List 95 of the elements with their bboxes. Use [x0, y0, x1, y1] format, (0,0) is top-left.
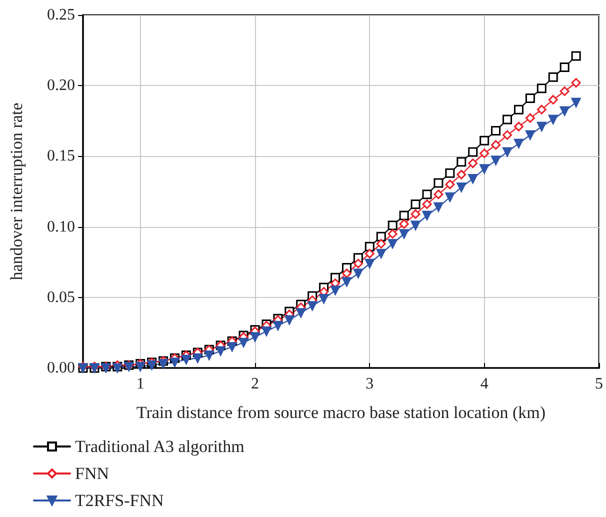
point	[468, 147, 478, 157]
point	[376, 238, 386, 248]
point	[410, 209, 420, 219]
point	[388, 220, 398, 230]
point	[445, 180, 455, 190]
point	[434, 202, 444, 212]
point	[330, 286, 340, 296]
point	[296, 308, 306, 318]
point	[238, 338, 248, 348]
point	[158, 359, 168, 369]
point	[456, 170, 466, 180]
point	[422, 210, 432, 220]
point	[502, 147, 512, 157]
point	[399, 219, 409, 229]
point	[514, 138, 524, 148]
legend-label: FNN	[75, 464, 110, 483]
point	[250, 332, 260, 342]
point	[491, 126, 501, 136]
point	[468, 158, 478, 168]
point	[273, 320, 283, 330]
point	[284, 315, 294, 325]
y-axis-title: handover interruption rate	[7, 102, 26, 280]
x-tick-label: 5	[595, 376, 603, 392]
point	[491, 156, 501, 166]
point	[525, 94, 535, 104]
point	[480, 164, 490, 174]
point	[364, 258, 374, 268]
point	[480, 136, 490, 146]
point	[170, 358, 180, 368]
x-tick-label: 4	[480, 376, 488, 392]
point	[353, 268, 363, 278]
point	[376, 248, 386, 258]
point	[410, 199, 420, 209]
point	[364, 248, 374, 258]
point	[514, 104, 524, 114]
point	[147, 360, 157, 370]
point	[536, 104, 546, 114]
point	[308, 301, 318, 311]
point	[192, 353, 202, 363]
y-tick-label: 0.20	[47, 77, 75, 94]
point	[353, 258, 363, 268]
point	[399, 229, 409, 239]
point	[571, 98, 581, 108]
point	[571, 51, 581, 61]
y-tick-label: 0.15	[47, 148, 75, 165]
point	[548, 72, 558, 82]
point	[525, 130, 535, 140]
point	[445, 192, 455, 202]
point	[204, 350, 214, 360]
point	[456, 157, 466, 167]
point	[422, 199, 432, 209]
point	[319, 294, 329, 304]
y-tick-label: 0.10	[47, 218, 75, 236]
point	[571, 78, 581, 88]
y-tick-label: 0.00	[47, 360, 75, 376]
point	[422, 190, 432, 200]
point	[525, 113, 535, 123]
point	[468, 174, 478, 184]
x-tick-label: 1	[136, 376, 144, 392]
point	[536, 122, 546, 132]
point	[227, 342, 237, 352]
point	[262, 326, 272, 336]
point	[548, 94, 558, 104]
point	[399, 210, 409, 220]
point	[376, 232, 386, 242]
point	[216, 346, 226, 356]
point	[181, 354, 191, 364]
point	[388, 229, 398, 239]
point	[364, 242, 374, 252]
point	[388, 238, 398, 248]
point	[410, 220, 420, 230]
point	[548, 114, 558, 124]
point	[136, 362, 146, 372]
y-tick-label: 0.25	[47, 6, 75, 24]
legend-label: T2RFS-FNN	[75, 491, 164, 510]
legend-label: Traditional A3 algorithm	[75, 437, 244, 456]
x-tick-label: 3	[366, 376, 374, 392]
x-tick-label: 2	[251, 376, 259, 392]
point	[342, 268, 352, 278]
point	[456, 182, 466, 192]
point	[342, 277, 352, 287]
point	[434, 190, 444, 200]
point	[480, 148, 490, 158]
point	[502, 130, 512, 140]
point	[560, 62, 570, 72]
point	[514, 122, 524, 132]
y-tick-label: 0.05	[47, 288, 75, 306]
point	[560, 106, 570, 116]
point	[560, 86, 570, 96]
point	[445, 168, 455, 178]
point	[502, 114, 512, 124]
point	[491, 140, 501, 150]
point	[434, 178, 444, 188]
point	[536, 84, 546, 94]
x-axis-title: Train distance from source macro base station location (km)	[136, 403, 546, 422]
